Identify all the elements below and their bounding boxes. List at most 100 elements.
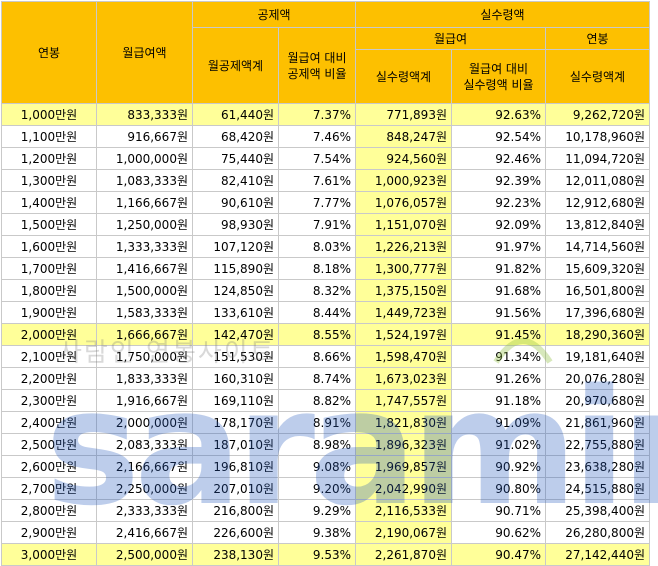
cell-annual-net: 26,280,800원 xyxy=(545,521,650,544)
cell-deduction-ratio: 8.98% xyxy=(278,433,356,456)
cell-annual-net: 18,290,360원 xyxy=(545,323,650,346)
cell-deduction: 82,410원 xyxy=(192,169,279,192)
cell-monthly-gross: 1,416,667원 xyxy=(96,257,193,280)
cell-annual: 2,700만원 xyxy=(1,477,97,500)
cell-net-ratio: 90.62% xyxy=(451,521,546,544)
cell-deduction: 124,850원 xyxy=(192,279,279,302)
cell-net: 1,969,857원 xyxy=(355,455,452,478)
cell-annual-net: 16,501,800원 xyxy=(545,279,650,302)
cell-deduction: 90,610원 xyxy=(192,191,279,214)
cell-monthly-gross: 2,333,333원 xyxy=(96,499,193,522)
cell-net: 1,747,557원 xyxy=(355,389,452,412)
cell-net: 1,524,197원 xyxy=(355,323,452,346)
cell-net: 2,190,067원 xyxy=(355,521,452,544)
cell-monthly-gross: 1,833,333원 xyxy=(96,367,193,390)
cell-deduction: 142,470원 xyxy=(192,323,279,346)
cell-annual: 2,300만원 xyxy=(1,389,97,412)
cell-net-ratio: 92.39% xyxy=(451,169,546,192)
cell-net-ratio: 91.18% xyxy=(451,389,546,412)
cell-deduction-ratio: 9.29% xyxy=(278,499,356,522)
cell-monthly-gross: 2,416,667원 xyxy=(96,521,193,544)
cell-net: 2,042,990원 xyxy=(355,477,452,500)
cell-net-ratio: 90.47% xyxy=(451,543,546,566)
cell-deduction: 178,170원 xyxy=(192,411,279,434)
cell-deduction-ratio: 9.53% xyxy=(278,543,356,566)
cell-annual: 1,500만원 xyxy=(1,213,97,236)
table-row: 1,100만원 916,667원 68,420원 7.46% 848,247원 92.54… xyxy=(1,125,650,148)
cell-annual: 2,600만원 xyxy=(1,455,97,478)
cell-net-ratio: 91.09% xyxy=(451,411,546,434)
cell-net-ratio: 90.71% xyxy=(451,499,546,522)
table-row: 2,400만원 2,000,000원 178,170원 8.91% 1,821,830원… xyxy=(1,411,650,434)
header-deduction-ratio: 월급여 대비 공제액 비율 xyxy=(278,27,356,104)
cell-annual: 2,000만원 xyxy=(1,323,97,346)
cell-annual-net: 27,142,440원 xyxy=(545,543,650,566)
cell-deduction: 98,930원 xyxy=(192,213,279,236)
cell-deduction: 207,010원 xyxy=(192,477,279,500)
cell-net-ratio: 91.56% xyxy=(451,301,546,324)
cell-deduction: 68,420원 xyxy=(192,125,279,148)
cell-net: 1,449,723원 xyxy=(355,301,452,324)
cell-deduction-ratio: 8.91% xyxy=(278,411,356,434)
cell-monthly-gross: 1,500,000원 xyxy=(96,279,193,302)
cell-deduction-ratio: 7.37% xyxy=(278,103,356,126)
cell-deduction-ratio: 9.20% xyxy=(278,477,356,500)
cell-deduction: 169,110원 xyxy=(192,389,279,412)
cell-deduction-ratio: 8.18% xyxy=(278,257,356,280)
cell-annual-net: 22,755,880원 xyxy=(545,433,650,456)
cell-annual-net: 14,714,560원 xyxy=(545,235,650,258)
cell-net: 848,247원 xyxy=(355,125,452,148)
cell-annual: 2,100만원 xyxy=(1,345,97,368)
header-annual: 연봉 xyxy=(1,1,97,104)
cell-net: 2,116,533원 xyxy=(355,499,452,522)
cell-annual: 2,800만원 xyxy=(1,499,97,522)
cell-deduction-ratio: 7.54% xyxy=(278,147,356,170)
cell-deduction-ratio: 8.32% xyxy=(278,279,356,302)
cell-net-ratio: 91.02% xyxy=(451,433,546,456)
cell-deduction: 151,530원 xyxy=(192,345,279,368)
cell-net: 1,375,150원 xyxy=(355,279,452,302)
table-row: 1,600만원 1,333,333원 107,120원 8.03% 1,226,213원… xyxy=(1,235,650,258)
cell-deduction: 107,120원 xyxy=(192,235,279,258)
cell-monthly-gross: 2,000,000원 xyxy=(96,411,193,434)
table-row: 2,900만원 2,416,667원 226,600원 9.38% 2,190,067원… xyxy=(1,521,650,544)
cell-net: 1,076,057원 xyxy=(355,191,452,214)
cell-net: 1,300,777원 xyxy=(355,257,452,280)
table-row: 2,100만원 1,750,000원 151,530원 8.66% 1,598,470원… xyxy=(1,345,650,368)
cell-annual: 1,400만원 xyxy=(1,191,97,214)
cell-net: 1,000,923원 xyxy=(355,169,452,192)
cell-net-ratio: 91.82% xyxy=(451,257,546,280)
cell-monthly-gross: 1,000,000원 xyxy=(96,147,193,170)
cell-annual-net: 13,812,840원 xyxy=(545,213,650,236)
cell-annual-net: 10,178,960원 xyxy=(545,125,650,148)
table-body: 1,000만원 833,333원 61,440원 7.37% 771,893원 92.63… xyxy=(1,103,650,566)
table-row: 2,200만원 1,833,333원 160,310원 8.74% 1,673,023원… xyxy=(1,367,650,390)
cell-annual-net: 20,970,680원 xyxy=(545,389,650,412)
cell-net: 1,821,830원 xyxy=(355,411,452,434)
cell-net: 924,560원 xyxy=(355,147,452,170)
cell-monthly-gross: 2,083,333원 xyxy=(96,433,193,456)
table-row: 2,600만원 2,166,667원 196,810원 9.08% 1,969,857원… xyxy=(1,455,650,478)
header-monthly: 월급여 xyxy=(355,27,546,50)
table-row: 2,000만원 1,666,667원 142,470원 8.55% 1,524,197원… xyxy=(1,323,650,346)
cell-net: 1,151,070원 xyxy=(355,213,452,236)
cell-deduction: 226,600원 xyxy=(192,521,279,544)
cell-deduction-ratio: 9.08% xyxy=(278,455,356,478)
cell-net: 1,598,470원 xyxy=(355,345,452,368)
cell-net: 1,896,323원 xyxy=(355,433,452,456)
cell-monthly-gross: 1,666,667원 xyxy=(96,323,193,346)
cell-deduction-ratio: 7.91% xyxy=(278,213,356,236)
cell-net-ratio: 91.97% xyxy=(451,235,546,258)
table-row: 1,400만원 1,166,667원 90,610원 7.77% 1,076,057원 9… xyxy=(1,191,650,214)
cell-monthly-gross: 1,750,000원 xyxy=(96,345,193,368)
cell-annual-net: 21,861,960원 xyxy=(545,411,650,434)
cell-annual-net: 17,396,680원 xyxy=(545,301,650,324)
cell-deduction-ratio: 8.55% xyxy=(278,323,356,346)
cell-net-ratio: 92.23% xyxy=(451,191,546,214)
cell-net-ratio: 90.80% xyxy=(451,477,546,500)
cell-net: 2,261,870원 xyxy=(355,543,452,566)
cell-net-ratio: 91.68% xyxy=(451,279,546,302)
cell-annual: 2,500만원 xyxy=(1,433,97,456)
cell-deduction-ratio: 7.77% xyxy=(278,191,356,214)
